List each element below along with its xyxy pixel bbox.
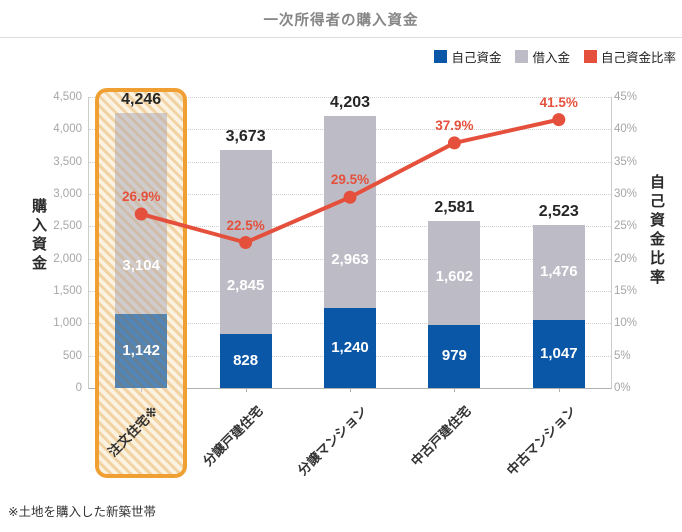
y-right-tick-label: 25% <box>614 220 638 233</box>
legend-label: 自己資金比率 <box>600 50 676 65</box>
chart-title: 一次所得者の購入資金 <box>263 13 419 29</box>
y-left-tick-label: 2,000 <box>53 252 82 265</box>
ratio-point <box>447 136 461 150</box>
x-axis-tick <box>245 388 247 392</box>
own-segment <box>428 324 481 388</box>
total-label: 2,581 <box>434 199 475 217</box>
y-right-tick-label: 30% <box>614 188 638 200</box>
ratio-line-chart <box>134 113 566 249</box>
x-category-label: 中古マンション <box>503 403 579 479</box>
legend-item-ratio: 自己資金比率 <box>583 47 676 66</box>
x-category-label: 注文住宅※ <box>104 403 161 460</box>
gridline <box>89 97 611 98</box>
y-left-tick-label: 0 <box>75 382 82 394</box>
own-funds-swatch-icon <box>434 49 448 63</box>
x-category-label: 分譲戸建住宅 <box>199 403 266 469</box>
own-segment <box>324 307 376 388</box>
y-left-tick-label: 3,500 <box>53 155 82 168</box>
ratio-point <box>134 207 148 221</box>
y-right-tick-label: 0% <box>614 382 631 394</box>
ratio-value-label: 22.5% <box>226 217 265 233</box>
x-axis-tick <box>350 388 351 392</box>
own-value-label: 828 <box>233 352 259 370</box>
y-right-tick-label: 15% <box>614 285 638 297</box>
total-label: 4,203 <box>329 94 371 112</box>
y-right-tick-label: 40% <box>614 123 638 136</box>
borrowed-segment <box>532 224 585 321</box>
ratio-swatch-icon <box>583 49 597 63</box>
y-axis-right-title: 自己資金比率 <box>648 174 665 288</box>
y-left-tick-label: 1,000 <box>53 317 82 330</box>
borrowed-value-label: 1,602 <box>435 267 474 285</box>
own-value-label: 979 <box>441 347 467 365</box>
footnote: ※土地を購入した新築世帯 <box>8 505 156 519</box>
borrowed-swatch-icon <box>515 49 529 63</box>
total-label: 4,246 <box>121 91 162 109</box>
x-axis-tick <box>454 388 456 392</box>
y-left-tick-label: 2,500 <box>53 220 82 233</box>
borrowed-segment <box>428 221 481 325</box>
y-right-tick-label: 5% <box>614 349 631 362</box>
plot-area: 4,246 3,104 1,142 26.9% 3,673 2,845 828 22.5% 4,… <box>88 88 612 478</box>
borrowed-value-label: 2,845 <box>226 277 265 295</box>
ratio-value-label: 37.9% <box>435 117 474 133</box>
y-axis-left-title: 購入資金 <box>30 198 47 274</box>
x-axis-tick <box>558 388 560 392</box>
y-left-tick-label: 4,500 <box>53 91 82 103</box>
legend: 自己資金 借入金 自己資金比率 <box>434 47 676 65</box>
borrowed-segment <box>324 116 376 308</box>
borrowed-value-label: 3,104 <box>122 257 160 275</box>
own-value-label: 1,047 <box>540 345 578 363</box>
y-left-tick-label: 1,500 <box>53 285 82 297</box>
ratio-value-label: 29.5% <box>330 172 370 188</box>
x-category-label: 分譲マンション <box>294 403 370 479</box>
y-left-tick-label: 4,000 <box>53 123 82 136</box>
y-left-tick-label: 3,000 <box>53 188 82 200</box>
x-axis-category-labels: 注文住宅※ 分譲戸建住宅 分譲マンション 中古戸建住宅 中古マンション <box>88 399 610 499</box>
own-segment <box>532 320 585 388</box>
borrowed-value-label: 1,476 <box>540 263 578 281</box>
ratio-value-label: 41.5% <box>539 94 578 110</box>
total-label: 2,523 <box>538 202 579 220</box>
total-label: 3,673 <box>225 128 266 146</box>
own-segment <box>219 334 272 388</box>
borrowed-value-label: 2,963 <box>331 250 369 268</box>
ratio-point <box>552 113 566 127</box>
own-value-label: 1,240 <box>331 338 369 356</box>
own-segment <box>115 314 168 388</box>
y-right-tick-label: 20% <box>614 252 638 265</box>
ratio-point <box>343 190 357 204</box>
legend-item-own-funds: 自己資金 <box>434 47 501 66</box>
y-left-tick-label: 500 <box>62 349 82 362</box>
y-right-tick-label: 45% <box>614 91 638 103</box>
ratio-point <box>239 236 253 249</box>
header: 一次所得者の購入資金 <box>0 0 682 38</box>
y-right-tick-label: 10% <box>614 317 638 330</box>
legend-item-borrowed: 借入金 <box>515 47 570 66</box>
x-category-label: 中古戸建住宅 <box>408 403 475 469</box>
x-axis-tick <box>141 388 143 392</box>
legend-label: 借入金 <box>532 50 570 65</box>
own-value-label: 1,142 <box>122 342 160 360</box>
legend-label: 自己資金 <box>451 50 502 65</box>
ratio-value-label: 26.9% <box>122 189 161 205</box>
y-right-tick-label: 35% <box>614 155 638 168</box>
